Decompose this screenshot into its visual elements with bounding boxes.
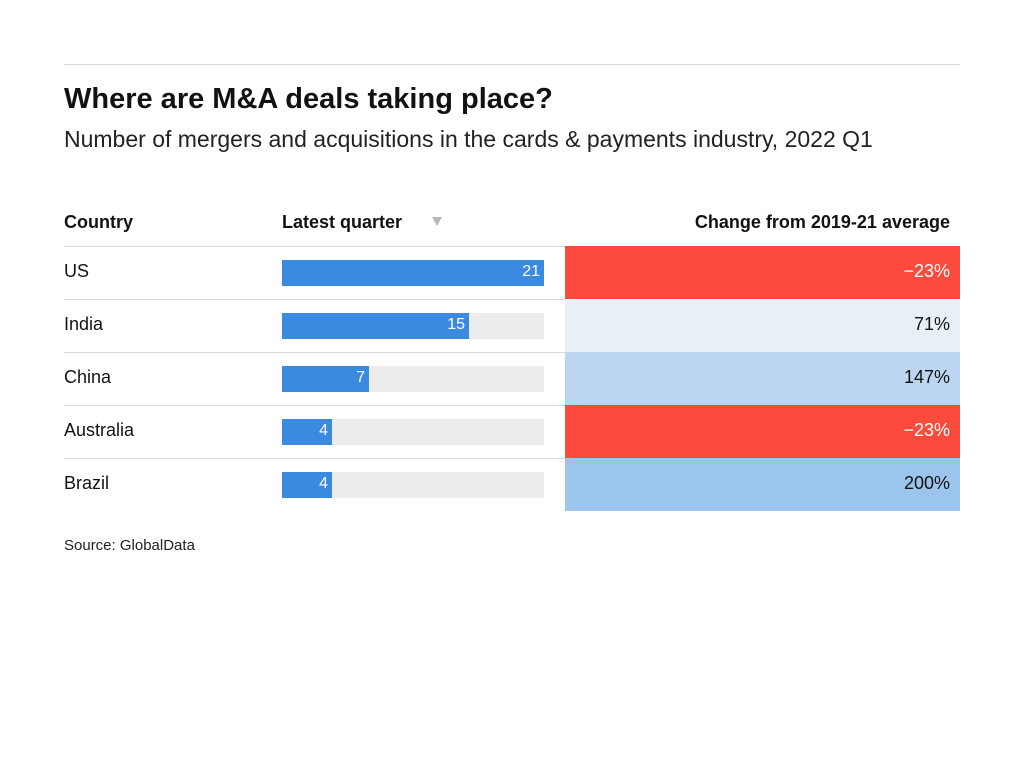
table-row: Australia 4 −23% [64,405,960,458]
bar-latest-quarter: 15 [282,313,469,339]
table-body: US 21 −23% India 15 71% China 7 147% Australia 4 −2… [64,246,960,511]
change-cell: 147% [565,352,960,405]
bar-track: 4 [282,472,544,498]
change-value: 147% [903,367,950,387]
table-row: India 15 71% [64,299,960,352]
change-value: −23% [903,261,950,281]
bar-track: 7 [282,366,544,392]
country-label: Australia [64,420,135,440]
bar-value-label: 4 [319,422,328,439]
change-cell: −23% [565,246,960,299]
source-note: Source: GlobalData [64,537,195,554]
change-value: 200% [903,473,950,493]
chart-title: Where are M&A deals taking place? [64,83,553,115]
change-cell: 200% [565,458,960,511]
bar-value-label: 21 [522,263,540,280]
bar-track: 4 [282,419,544,445]
change-cell: −23% [565,405,960,458]
column-header-country: Country [64,212,133,232]
bar-track: 15 [282,313,544,339]
bar-latest-quarter: 7 [282,366,369,392]
country-label: India [64,314,104,334]
change-value: 71% [913,314,950,334]
table-row: Brazil 4 200% [64,458,960,511]
country-label: US [64,261,90,281]
table-header: Country Latest quarter Change from 2019-… [64,208,960,238]
change-cell: 71% [565,299,960,352]
table-row: US 21 −23% [64,246,960,299]
bar-latest-quarter: 21 [282,260,544,286]
column-header-latest-quarter[interactable]: Latest quarter [282,212,403,232]
bar-latest-quarter: 4 [282,419,332,445]
country-label: China [64,367,112,387]
bar-value-label: 4 [319,475,328,492]
top-divider [64,64,960,65]
chart-subtitle: Number of mergers and acquisitions in th… [64,126,873,152]
column-header-change: Change from 2019-21 average [694,212,950,232]
bar-value-label: 7 [356,369,365,386]
bar-latest-quarter: 4 [282,472,332,498]
sort-descending-icon[interactable] [432,217,442,226]
change-value: −23% [903,420,950,440]
country-label: Brazil [64,473,110,493]
table-row: China 7 147% [64,352,960,405]
bar-value-label: 15 [447,316,465,333]
bar-track: 21 [282,260,544,286]
